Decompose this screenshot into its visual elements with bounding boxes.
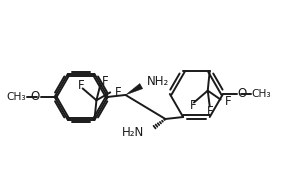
Text: H₂N: H₂N	[122, 126, 144, 139]
Text: F: F	[206, 105, 213, 118]
Text: F: F	[115, 86, 122, 99]
Text: O: O	[31, 90, 40, 103]
Text: CH₃: CH₃	[252, 89, 271, 99]
Text: F: F	[224, 95, 231, 108]
Text: O: O	[238, 87, 247, 100]
Text: NH₂: NH₂	[147, 75, 169, 88]
Text: F: F	[78, 79, 85, 92]
Polygon shape	[126, 84, 143, 95]
Text: CH₃: CH₃	[6, 92, 26, 102]
Text: F: F	[190, 99, 196, 112]
Text: F: F	[102, 75, 109, 88]
